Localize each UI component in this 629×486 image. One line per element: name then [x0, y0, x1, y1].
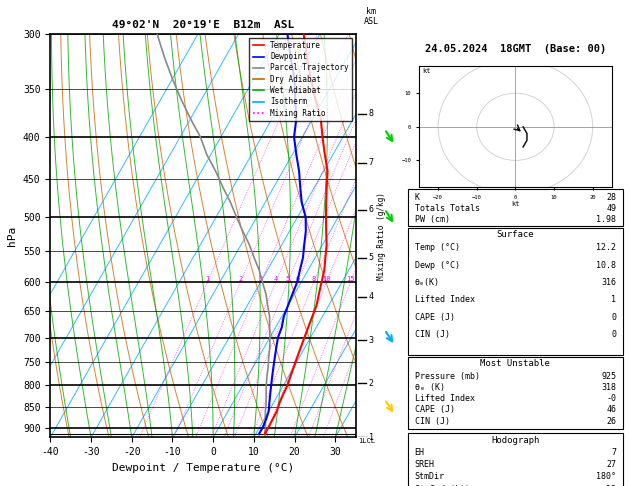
Text: 180°: 180° [596, 472, 616, 482]
Text: 12.2: 12.2 [596, 243, 616, 252]
Text: CIN (J): CIN (J) [415, 330, 450, 339]
Text: 10.8: 10.8 [596, 260, 616, 270]
Text: StmDir: StmDir [415, 472, 445, 482]
Text: 1LCL: 1LCL [359, 438, 376, 444]
Text: 0: 0 [611, 330, 616, 339]
Text: 7: 7 [611, 448, 616, 457]
Text: 46: 46 [606, 405, 616, 415]
Text: Surface: Surface [496, 230, 534, 240]
Text: 316: 316 [601, 278, 616, 287]
Text: Mixing Ratio (g/kg): Mixing Ratio (g/kg) [377, 192, 386, 279]
Text: 5: 5 [369, 253, 374, 262]
X-axis label: Dewpoint / Temperature (°C): Dewpoint / Temperature (°C) [112, 463, 294, 473]
Text: 8: 8 [369, 109, 374, 119]
Bar [408, 227, 623, 355]
Text: 49: 49 [606, 204, 616, 213]
Text: Pressure (mb): Pressure (mb) [415, 372, 479, 381]
Text: 26: 26 [606, 417, 616, 426]
Text: Dewp (°C): Dewp (°C) [415, 260, 460, 270]
Bar [408, 190, 623, 226]
Text: K: K [415, 193, 420, 202]
Text: 8: 8 [311, 277, 316, 282]
Text: 27: 27 [606, 460, 616, 469]
Text: 6: 6 [296, 277, 299, 282]
Text: 925: 925 [601, 372, 616, 381]
Text: SREH: SREH [415, 460, 435, 469]
Text: 1: 1 [611, 295, 616, 304]
Text: Temp (°C): Temp (°C) [415, 243, 460, 252]
Text: θₑ(K): θₑ(K) [415, 278, 440, 287]
Text: 6: 6 [369, 205, 374, 214]
Text: 1: 1 [205, 277, 209, 282]
Text: 7: 7 [369, 158, 374, 168]
Bar [408, 434, 623, 486]
Title: 49°02'N  20°19'E  B12m  ASL: 49°02'N 20°19'E B12m ASL [112, 20, 294, 31]
Text: StmSpd (kt): StmSpd (kt) [415, 485, 469, 486]
Text: 3: 3 [259, 277, 263, 282]
Text: -0: -0 [606, 394, 616, 403]
Text: 28: 28 [606, 193, 616, 202]
Text: 12: 12 [606, 485, 616, 486]
Text: 318: 318 [601, 383, 616, 392]
Text: CIN (J): CIN (J) [415, 417, 450, 426]
Text: 4: 4 [274, 277, 278, 282]
Text: Lifted Index: Lifted Index [415, 394, 474, 403]
Bar [408, 357, 623, 429]
Text: CAPE (J): CAPE (J) [415, 405, 455, 415]
Text: 2: 2 [369, 379, 374, 388]
Text: 15: 15 [346, 277, 355, 282]
Text: θₑ (K): θₑ (K) [415, 383, 445, 392]
Text: 5: 5 [286, 277, 290, 282]
Y-axis label: hPa: hPa [8, 226, 18, 246]
Text: 24.05.2024  18GMT  (Base: 00): 24.05.2024 18GMT (Base: 00) [425, 44, 606, 54]
Text: EH: EH [415, 448, 425, 457]
Text: 1: 1 [369, 433, 374, 442]
Text: Hodograph: Hodograph [491, 436, 540, 445]
Legend: Temperature, Dewpoint, Parcel Trajectory, Dry Adiabat, Wet Adiabat, Isotherm, Mi: Temperature, Dewpoint, Parcel Trajectory… [250, 38, 352, 121]
Text: PW (cm): PW (cm) [415, 215, 450, 225]
Text: Most Unstable: Most Unstable [481, 360, 550, 368]
Text: 2: 2 [238, 277, 242, 282]
Text: km
ASL: km ASL [364, 6, 379, 26]
Text: 4: 4 [369, 293, 374, 301]
Text: 0: 0 [611, 312, 616, 322]
Text: Lifted Index: Lifted Index [415, 295, 474, 304]
Text: CAPE (J): CAPE (J) [415, 312, 455, 322]
Text: 1.98: 1.98 [596, 215, 616, 225]
Text: 10: 10 [322, 277, 331, 282]
Text: Totals Totals: Totals Totals [415, 204, 479, 213]
Text: 3: 3 [369, 336, 374, 345]
